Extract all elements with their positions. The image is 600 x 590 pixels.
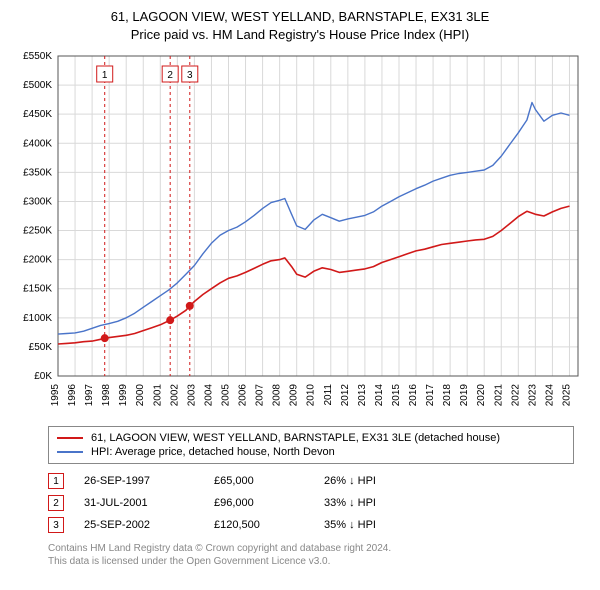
svg-text:2025: 2025	[561, 384, 572, 407]
svg-text:2023: 2023	[527, 384, 538, 407]
legend-row: HPI: Average price, detached house, Nort…	[57, 445, 565, 459]
svg-text:£200K: £200K	[23, 255, 52, 266]
sale-marker: 2	[48, 495, 64, 511]
sale-date: 31-JUL-2001	[84, 497, 194, 509]
svg-text:2012: 2012	[340, 384, 351, 407]
sale-date: 26-SEP-1997	[84, 475, 194, 487]
footer-line-1: Contains HM Land Registry data © Crown c…	[48, 542, 574, 555]
svg-text:£0K: £0K	[34, 371, 52, 382]
footer-line-2: This data is licensed under the Open Gov…	[48, 555, 574, 568]
sale-delta: 33% ↓ HPI	[324, 497, 444, 509]
sale-date: 25-SEP-2002	[84, 519, 194, 531]
svg-text:£100K: £100K	[23, 313, 52, 324]
legend-label: 61, LAGOON VIEW, WEST YELLAND, BARNSTAPL…	[91, 432, 500, 444]
svg-text:2008: 2008	[272, 384, 283, 407]
svg-text:1996: 1996	[67, 384, 78, 407]
svg-text:2010: 2010	[306, 384, 317, 407]
svg-text:2013: 2013	[357, 384, 368, 407]
sale-row: 2 31-JUL-2001 £96,000 33% ↓ HPI	[48, 492, 574, 514]
svg-text:2006: 2006	[238, 384, 249, 407]
svg-text:£150K: £150K	[23, 284, 52, 295]
svg-text:£350K: £350K	[23, 168, 52, 179]
sale-marker: 3	[48, 517, 64, 533]
svg-text:1997: 1997	[84, 384, 95, 407]
svg-text:£300K: £300K	[23, 197, 52, 208]
footer-attribution: Contains HM Land Registry data © Crown c…	[48, 542, 574, 568]
sale-row: 3 25-SEP-2002 £120,500 35% ↓ HPI	[48, 514, 574, 536]
legend-swatch	[57, 451, 83, 453]
title-line-1: 61, LAGOON VIEW, WEST YELLAND, BARNSTAPL…	[12, 8, 588, 26]
svg-text:£550K: £550K	[23, 51, 52, 62]
svg-text:£500K: £500K	[23, 80, 52, 91]
title-line-2: Price paid vs. HM Land Registry's House …	[12, 26, 588, 44]
svg-text:1999: 1999	[118, 384, 129, 407]
legend-label: HPI: Average price, detached house, Nort…	[91, 446, 335, 458]
svg-text:2024: 2024	[544, 384, 555, 407]
svg-text:2022: 2022	[510, 384, 521, 407]
svg-text:3: 3	[187, 70, 193, 81]
sale-price: £96,000	[214, 497, 304, 509]
sale-price: £65,000	[214, 475, 304, 487]
sale-row: 1 26-SEP-1997 £65,000 26% ↓ HPI	[48, 470, 574, 492]
sale-marker: 1	[48, 473, 64, 489]
svg-text:2016: 2016	[408, 384, 419, 407]
svg-text:£250K: £250K	[23, 226, 52, 237]
svg-text:2017: 2017	[425, 384, 436, 407]
svg-text:2021: 2021	[493, 384, 504, 407]
svg-text:2004: 2004	[203, 384, 214, 407]
sale-delta: 26% ↓ HPI	[324, 475, 444, 487]
svg-text:2: 2	[167, 70, 173, 81]
sale-price: £120,500	[214, 519, 304, 531]
svg-text:1998: 1998	[101, 384, 112, 407]
svg-text:£50K: £50K	[29, 342, 53, 353]
svg-text:2005: 2005	[220, 384, 231, 407]
svg-text:2003: 2003	[186, 384, 197, 407]
chart-title-block: 61, LAGOON VIEW, WEST YELLAND, BARNSTAPL…	[12, 8, 588, 44]
svg-text:2007: 2007	[255, 384, 266, 407]
svg-text:2018: 2018	[442, 384, 453, 407]
sale-delta: 35% ↓ HPI	[324, 519, 444, 531]
svg-text:2019: 2019	[459, 384, 470, 407]
svg-text:£450K: £450K	[23, 110, 52, 121]
svg-text:1: 1	[102, 70, 108, 81]
sales-table: 1 26-SEP-1997 £65,000 26% ↓ HPI 2 31-JUL-2001…	[48, 470, 574, 536]
legend-row: 61, LAGOON VIEW, WEST YELLAND, BARNSTAPL…	[57, 431, 565, 445]
legend: 61, LAGOON VIEW, WEST YELLAND, BARNSTAPL…	[48, 426, 574, 464]
svg-text:2014: 2014	[374, 384, 385, 407]
svg-text:£400K: £400K	[23, 139, 52, 150]
chart: £0K £50K £100K £150K £200K £250K £300K £350K £40…	[12, 50, 588, 420]
svg-text:2001: 2001	[152, 384, 163, 407]
chart-svg: £0K £50K £100K £150K £200K £250K £300K £350K £40…	[12, 50, 588, 420]
svg-text:2002: 2002	[169, 384, 180, 407]
svg-text:1995: 1995	[50, 384, 61, 407]
svg-text:2011: 2011	[323, 384, 334, 406]
svg-text:2009: 2009	[289, 384, 300, 407]
legend-swatch	[57, 437, 83, 439]
svg-text:2000: 2000	[135, 384, 146, 407]
svg-text:2020: 2020	[476, 384, 487, 407]
svg-text:2015: 2015	[391, 384, 402, 407]
